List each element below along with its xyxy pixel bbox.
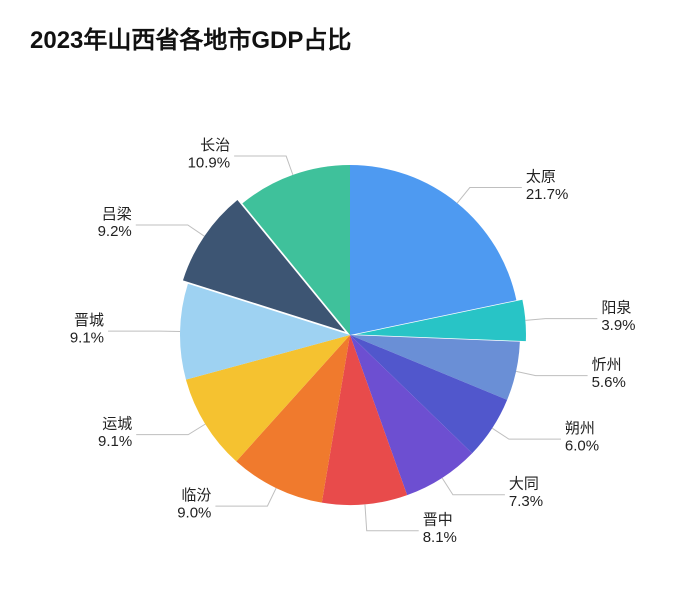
pie-chart-container: 2023年山西省各地市GDP占比 太原21.7%阳泉3.9%忻州5.6%朔州6.…: [0, 0, 700, 595]
leader-line: [136, 424, 205, 434]
pie-chart: 太原21.7% 阳泉3.9% 忻州5.6% 朔州6.0% 大同7.3% 晋中8.1% 临汾9…: [0, 0, 700, 595]
slice-label: 晋中8.1%: [423, 512, 457, 546]
slice-label: 临汾9.0%: [177, 487, 211, 521]
slice-label: 吕梁9.2%: [98, 206, 132, 240]
leader-line: [215, 488, 276, 506]
slice-label: 朔州6.0%: [565, 420, 599, 454]
leader-line: [525, 319, 597, 321]
slice-label: 大同7.3%: [509, 476, 543, 510]
slice-label: 阳泉3.9%: [601, 300, 635, 334]
leader-line: [365, 504, 419, 530]
slice-label: 晋城9.1%: [70, 312, 104, 346]
slice-label: 忻州5.6%: [592, 357, 626, 391]
slice-label: 太原21.7%: [526, 169, 569, 203]
leader-line: [442, 478, 505, 495]
leader-line: [457, 188, 522, 204]
slice-label: 运城9.1%: [98, 416, 132, 450]
leader-line: [136, 225, 205, 236]
leader-line: [234, 156, 293, 175]
leader-line: [492, 428, 561, 439]
slice-label: 长治10.9%: [188, 137, 231, 171]
leader-line: [516, 371, 588, 375]
